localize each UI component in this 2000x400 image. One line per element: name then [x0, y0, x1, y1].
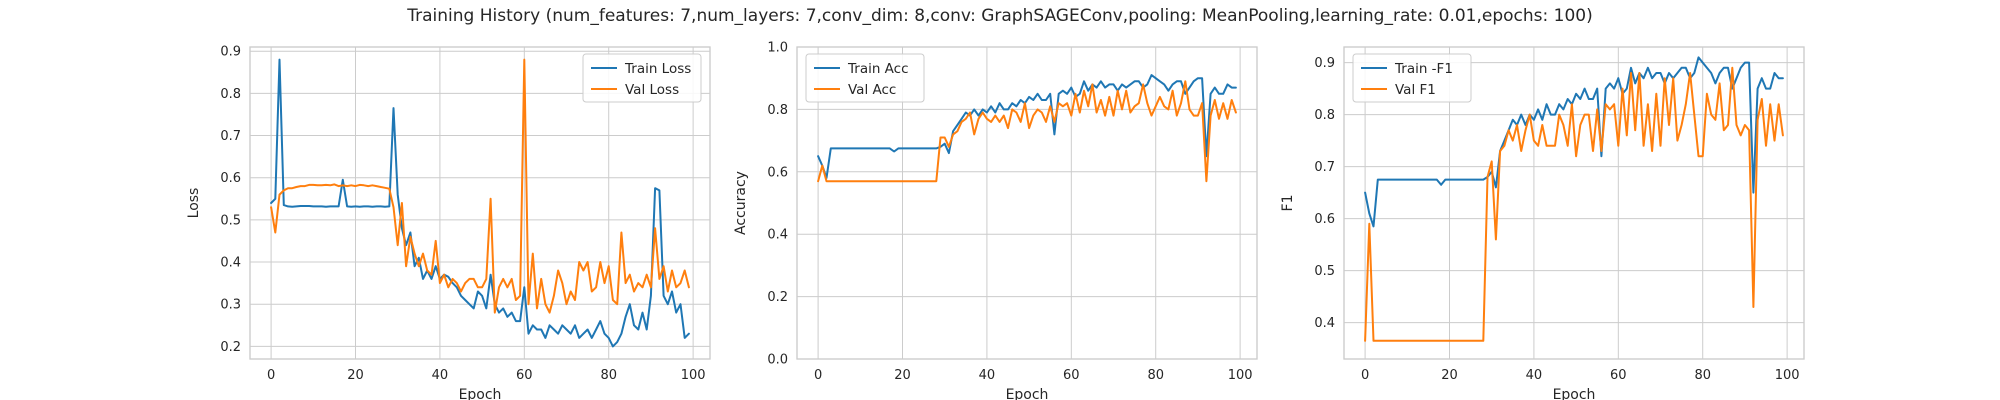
y-tick-label: 0.2: [767, 290, 788, 305]
x-tick-label: 60: [1063, 368, 1080, 383]
x-tick-label: 40: [979, 368, 996, 383]
x-tick-label: 80: [1147, 368, 1164, 383]
x-tick-label: 40: [432, 368, 449, 383]
y-tick-label: 0.7: [1314, 160, 1335, 175]
y-tick-label: 0.3: [220, 298, 241, 313]
legend: Train Loss Val Loss: [583, 54, 701, 102]
x-tick-label: 100: [681, 368, 706, 383]
legend-label: Val F1: [1395, 82, 1436, 98]
y-tick-label: 0.8: [220, 87, 241, 102]
y-tick-label: 0.8: [1314, 108, 1335, 123]
x-tick-label: 60: [1610, 368, 1627, 383]
y-tick-label: 0.5: [1314, 264, 1335, 279]
y-axis-label: Accuracy: [733, 171, 749, 235]
y-tick-label: 0.9: [220, 45, 241, 60]
y-axis-label: F1: [1280, 195, 1296, 212]
y-tick-label: 0.4: [1314, 316, 1335, 331]
figure-suptitle: Training History (num_features: 7,num_la…: [406, 6, 1592, 26]
x-tick-label: 20: [347, 368, 364, 383]
legend: Train Acc Val Acc: [806, 54, 924, 102]
x-axis-label: Epoch: [459, 387, 502, 400]
x-tick-label: 0: [1361, 368, 1369, 383]
legend: Train -F1 Val F1: [1353, 54, 1471, 102]
x-tick-label: 80: [1694, 368, 1711, 383]
accuracy-chart: 0 20 40 60 80 100 0.0 0.2 0.4 0.6 0.8 1.0 Epoch Accur…: [733, 41, 1257, 400]
x-tick-label: 100: [1775, 368, 1800, 383]
y-tick-label: 0.6: [767, 165, 788, 180]
y-tick-label: 0.7: [220, 129, 241, 144]
y-axis-label: Loss: [186, 188, 202, 219]
x-tick-label: 0: [814, 368, 822, 383]
x-tick-label: 20: [894, 368, 911, 383]
legend-label: Train -F1: [1394, 61, 1453, 77]
x-tick-label: 80: [600, 368, 617, 383]
y-tick-label: 1.0: [767, 41, 788, 56]
y-tick-label: 0.2: [220, 340, 241, 355]
x-axis-label: Epoch: [1553, 387, 1596, 400]
y-tick-label: 0.6: [1314, 212, 1335, 227]
legend-label: Val Acc: [848, 82, 896, 98]
y-tick-label: 0.5: [220, 213, 241, 228]
x-tick-label: 40: [1526, 368, 1543, 383]
y-tick-label: 0.6: [220, 171, 241, 186]
y-tick-label: 0.4: [220, 256, 241, 271]
y-tick-label: 0.8: [767, 103, 788, 118]
y-tick-label: 0.0: [767, 353, 788, 368]
x-tick-label: 0: [267, 368, 275, 383]
x-tick-label: 20: [1441, 368, 1458, 383]
legend-label: Val Loss: [625, 82, 679, 98]
x-tick-label: 100: [1228, 368, 1253, 383]
x-axis-label: Epoch: [1006, 387, 1049, 400]
f1-chart: 0 20 40 60 80 100 0.4 0.5 0.6 0.7 0.8 0.9 Epoch F1 Tra…: [1280, 47, 1804, 400]
loss-chart: 0 20 40 60 80 100 0.2 0.3 0.4 0.5 0.6 0.7 0.8 0.9 Epoc…: [186, 45, 710, 400]
legend-label: Train Loss: [624, 61, 691, 77]
y-tick-label: 0.4: [767, 228, 788, 243]
x-tick-label: 60: [516, 368, 533, 383]
legend-label: Train Acc: [847, 61, 909, 77]
y-tick-label: 0.9: [1314, 56, 1335, 71]
